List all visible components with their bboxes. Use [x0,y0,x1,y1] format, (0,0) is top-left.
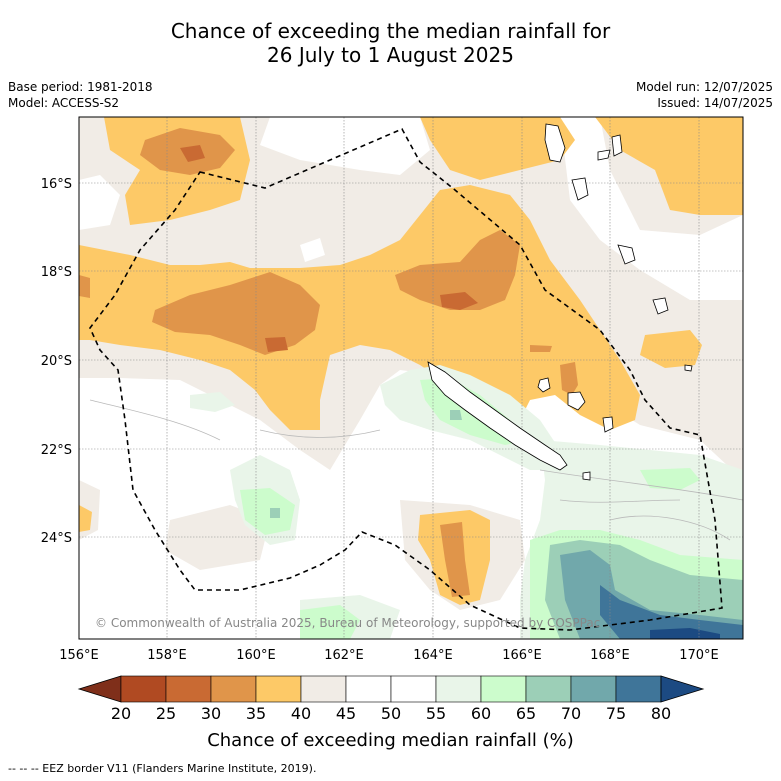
lat-label: 22°S [41,443,72,458]
colorbar-tick-label: 50 [381,704,401,723]
colorbar-tick-label: 70 [561,704,581,723]
colorbar-swatch [120,675,167,703]
lon-label: 170°E [679,648,719,663]
vanuatu-island-5 [617,244,636,265]
lon-label: 158°E [147,648,187,663]
map-title-line2: 26 July to 1 August 2025 [267,43,514,67]
lat-labels: 16°S 18°S 20°S 22°S 24°S [41,177,72,546]
plot-frame [78,116,744,640]
shading-45-55 [79,117,743,300]
colorbar-tick-label: 40 [291,704,311,723]
colorbar-swatch [300,675,347,703]
model-run: Model run: 12/07/2025 [635,80,773,94]
eez-legend-note: -- -- -- EEZ border V11 (Flanders Marine… [8,762,317,775]
map-title-line1: Chance of exceeding the median rainfall … [170,19,611,43]
loyalty-island-3 [602,416,614,433]
colorbar-tick-label: 60 [471,704,491,723]
vanuatu-island-3 [611,134,623,157]
shading-30-35 [79,128,578,597]
coastlines [427,123,693,481]
lon-label: 166°E [502,648,542,663]
lon-label: 156°E [59,648,99,663]
colorbar: 20 25 30 35 40 45 50 55 60 65 70 75 80 [77,675,705,723]
colorbar-swatch [210,675,257,703]
colorbar-tick-label: 55 [426,704,446,723]
colorbar-swatch [435,675,482,703]
colorbar-tick-label: 65 [516,704,536,723]
issued-date: Issued: 14/07/2025 [657,96,773,110]
lon-label: 160°E [236,648,276,663]
colorbar-title: Chance of exceeding median rainfall (%) [207,730,574,751]
colorbar-swatch [525,675,572,703]
lon-label: 162°E [324,648,364,663]
model-name: Model: ACCESS-S2 [8,96,120,110]
loyalty-island-1 [537,377,551,393]
colorbar-swatch [255,675,302,703]
colorbar-swatch [615,675,662,703]
colorbar-swatch [480,675,527,703]
lon-label: 164°E [413,648,453,663]
colorbar-tick-label: 35 [246,704,266,723]
lat-label: 24°S [41,531,72,546]
shading-75-80 [600,585,743,639]
vanuatu-island-7 [684,364,693,372]
colorbar-tick-label: 45 [336,704,356,723]
new-caledonia-island [427,361,568,471]
lon-label: 168°E [590,648,630,663]
colorbar-swatch [570,675,617,703]
lon-labels: 156°E 158°E 160°E 162°E 164°E 166°E 168°… [59,648,719,663]
colorbar-tick-label: 20 [111,704,131,723]
vanuatu-santo [544,123,566,163]
colorbar-swatch [165,675,212,703]
colorbar-tick-label: 25 [156,704,176,723]
vanuatu-island-4 [597,149,611,161]
vanuatu-island-2 [571,177,589,201]
copyright-note: © Commonwealth of Australia 2025, Bureau… [95,616,600,630]
colorbar-extension-high [660,675,705,703]
vanuatu-island-8 [582,471,591,481]
map-meta-left: Base period: 1981-2018 Model: ACCESS-S2 [8,79,153,111]
loyalty-island-2 [567,391,586,411]
colorbar-tick-label: 80 [651,704,671,723]
vanuatu-island-6 [652,297,669,315]
shading-25-30 [180,145,478,352]
lat-label: 20°S [41,354,72,369]
base-period: Base period: 1981-2018 [8,80,153,94]
colorbar-tick-label: 30 [201,704,221,723]
colorbar-extension-low [77,675,122,703]
colorbar-tick-label: 75 [606,704,626,723]
colorbar-swatch [345,675,392,703]
shading-80plus [650,628,720,639]
map-plot [79,117,743,639]
gridlines [79,117,743,639]
colorbar-swatch [390,675,437,703]
lat-label: 16°S [41,177,72,192]
lat-label: 18°S [41,265,72,280]
contour-lines [89,399,743,541]
eez-border [89,127,723,631]
map-meta-right: Model run: 12/07/2025 Issued: 14/07/2025 [636,79,773,111]
